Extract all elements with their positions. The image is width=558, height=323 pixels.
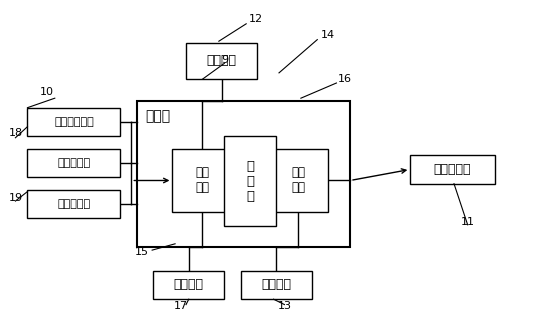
Text: 16: 16 <box>338 74 352 84</box>
Text: 距高传感器: 距高传感器 <box>57 158 90 168</box>
Text: 输入
模块: 输入 模块 <box>195 166 209 194</box>
Bar <box>268 149 328 212</box>
Text: 13: 13 <box>277 300 291 310</box>
Bar <box>27 108 121 136</box>
Text: 计时模块: 计时模块 <box>174 278 204 291</box>
Bar <box>27 190 121 218</box>
Bar <box>186 43 257 79</box>
Text: 控制器: 控制器 <box>145 109 170 123</box>
Text: 11: 11 <box>461 217 475 227</box>
Bar <box>224 136 276 226</box>
Text: 10: 10 <box>40 87 54 97</box>
Text: 气泵控制器: 气泵控制器 <box>434 163 472 176</box>
Text: 输出
模块: 输出 模块 <box>291 166 305 194</box>
Bar <box>27 149 121 177</box>
Bar <box>153 271 224 299</box>
Text: 19: 19 <box>8 193 22 203</box>
Text: 12: 12 <box>249 14 263 24</box>
Text: 单
片
机: 单 片 机 <box>246 160 254 203</box>
Bar <box>172 149 233 212</box>
Text: 设置模块: 设置模块 <box>261 278 291 291</box>
Bar <box>137 101 350 247</box>
Bar <box>240 271 312 299</box>
Text: 18: 18 <box>8 128 22 138</box>
Bar <box>410 155 495 184</box>
Text: 报警模块: 报警模块 <box>206 55 237 68</box>
Text: 心率传感器: 心率传感器 <box>57 199 90 209</box>
Text: 14: 14 <box>321 30 335 40</box>
Text: 17: 17 <box>174 300 187 310</box>
Text: 加速度传感器: 加速度传感器 <box>54 117 94 127</box>
Text: 15: 15 <box>135 247 150 257</box>
Text: 9: 9 <box>221 55 228 65</box>
